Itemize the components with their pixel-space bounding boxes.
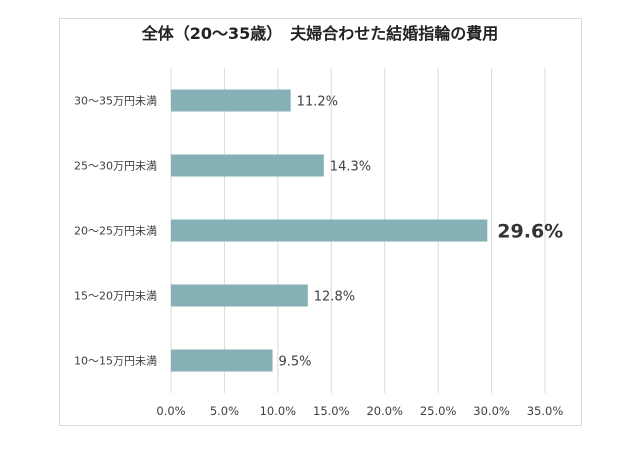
category-label: 20～25万円未満 xyxy=(74,225,157,238)
bar xyxy=(171,219,488,242)
x-tick-label: 10.0% xyxy=(260,404,297,418)
x-tick-label: 15.0% xyxy=(313,404,350,418)
x-tick-label: 30.0% xyxy=(473,404,510,418)
x-tick-label: 25.0% xyxy=(420,404,457,418)
x-tick-label: 35.0% xyxy=(527,404,564,418)
data-label: 29.6% xyxy=(497,221,563,243)
data-label: 9.5% xyxy=(279,355,312,370)
category-label: 10～15万円未満 xyxy=(74,355,157,368)
x-tick-label: 5.0% xyxy=(210,404,239,418)
x-tick-label: 20.0% xyxy=(366,404,403,418)
data-label: 11.2% xyxy=(297,95,338,110)
category-label: 25～30万円未満 xyxy=(74,160,157,173)
data-label: 14.3% xyxy=(330,160,371,175)
bar xyxy=(171,154,324,177)
x-tick-label: 0.0% xyxy=(156,404,185,418)
category-label: 15～20万円未満 xyxy=(74,290,157,303)
category-label: 30～35万円未満 xyxy=(74,95,157,108)
bar xyxy=(171,89,291,112)
bar xyxy=(171,349,273,372)
data-label: 12.8% xyxy=(314,290,355,305)
chart-title: 全体（20～35歳） 夫婦合わせた結婚指輪の費用 xyxy=(141,24,499,43)
bar xyxy=(171,284,308,307)
